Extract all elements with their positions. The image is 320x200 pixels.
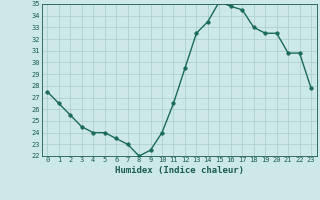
X-axis label: Humidex (Indice chaleur): Humidex (Indice chaleur) [115,166,244,175]
